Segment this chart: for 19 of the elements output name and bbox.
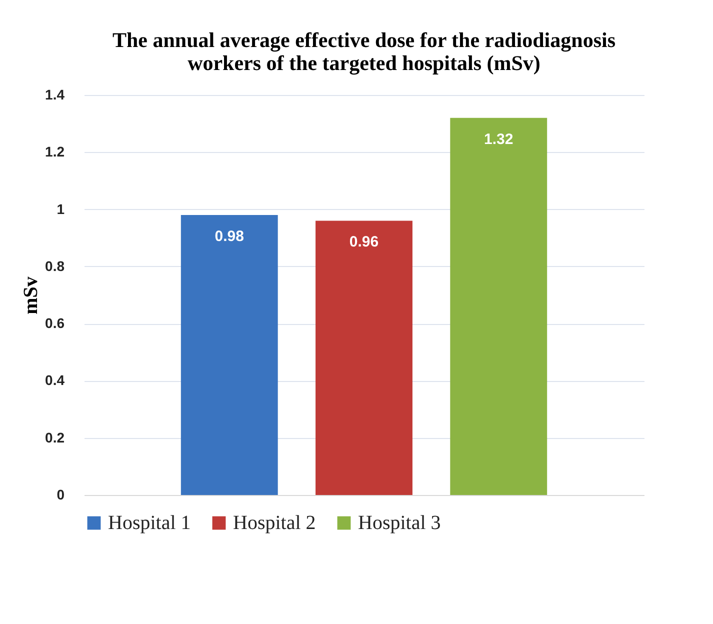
- y-tick-label: 1: [56, 200, 65, 217]
- legend-label: Hospital 1: [108, 512, 191, 534]
- y-tick-label: 0.8: [45, 258, 65, 274]
- y-tick-label: 0.2: [45, 429, 65, 446]
- legend-label: Hospital 3: [358, 512, 441, 534]
- data-label: 0.98: [214, 228, 244, 245]
- y-axis-title: mSv: [20, 276, 42, 314]
- y-tick-label: 0.6: [45, 315, 65, 332]
- bar: [450, 118, 548, 495]
- data-label: 0.96: [349, 234, 379, 251]
- legend-label: Hospital 2: [233, 512, 316, 534]
- chart-title: The annual average effective dose for the radiodiagnosis workers of the targeted hospitals (mSv): [112, 28, 616, 75]
- bar: [316, 220, 412, 495]
- bar: [180, 215, 278, 495]
- data-label: 1.32: [484, 130, 514, 148]
- y-tick-label: 1.4: [45, 86, 65, 102]
- y-tick-label: 0.4: [45, 372, 65, 388]
- y-tick-label: 0: [56, 486, 65, 502]
- y-tick-label: 1.2: [45, 144, 65, 160]
